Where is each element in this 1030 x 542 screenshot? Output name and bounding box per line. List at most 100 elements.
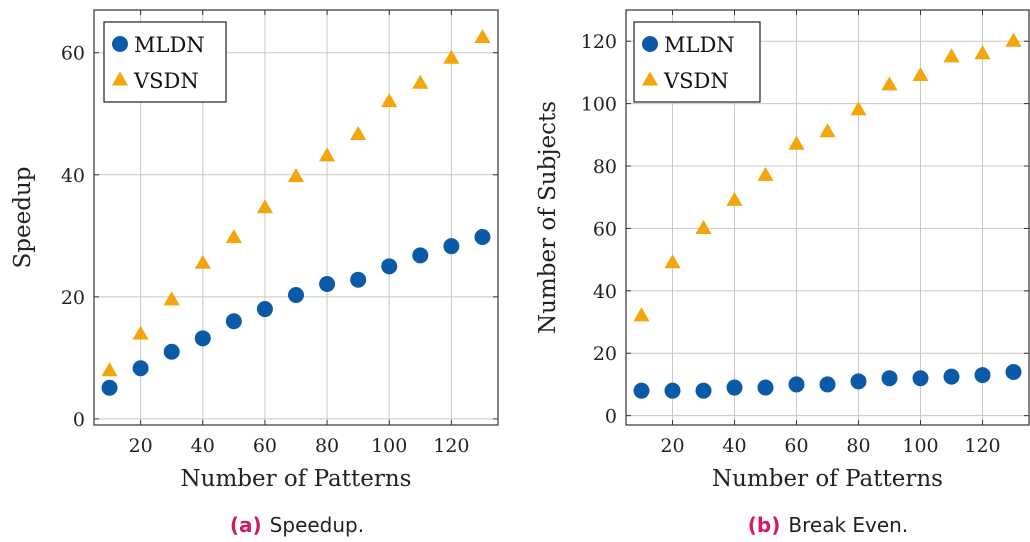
x-axis-title: Number of Patterns — [181, 466, 412, 492]
caption-tag: (b) — [748, 513, 781, 537]
series-mldn — [633, 363, 1022, 399]
data-point-vsdn — [819, 123, 836, 138]
plot-frame — [93, 9, 499, 426]
x-tick-label: 40 — [722, 435, 746, 457]
x-tick-label: 100 — [371, 435, 407, 457]
chart-a-speedup: 20 40 60 80 100 120 0 20 40 60 Number of Patterns S… — [10, 9, 499, 537]
x-tick-label: 80 — [315, 435, 339, 457]
data-point-vsdn — [225, 229, 242, 244]
data-point-vsdn — [350, 126, 367, 141]
data-point-vsdn — [319, 147, 336, 162]
x-tick-label: 120 — [964, 435, 1000, 457]
data-point-vsdn — [881, 76, 898, 91]
data-point-vsdn — [912, 67, 929, 82]
x-tick-label: 80 — [846, 435, 870, 457]
legend-marker-vsdn — [111, 71, 129, 86]
series-vsdn — [101, 28, 491, 377]
x-tick-label: 100 — [902, 435, 938, 457]
x-tick-label: 20 — [129, 435, 153, 457]
data-point-mldn — [695, 382, 712, 399]
data-point-mldn — [319, 276, 336, 293]
data-point-mldn — [350, 271, 367, 288]
data-point-mldn — [912, 370, 929, 387]
legend-marker-vsdn — [641, 71, 659, 86]
data-point-mldn — [664, 382, 681, 399]
y-axis-title: Number of Subjects — [535, 101, 561, 334]
x-tick-label: 60 — [253, 435, 277, 457]
data-point-mldn — [256, 301, 273, 318]
data-point-vsdn — [633, 307, 650, 322]
data-point-vsdn — [412, 74, 429, 89]
data-point-vsdn — [381, 93, 398, 108]
y-tick-label: 40 — [61, 165, 85, 187]
data-point-mldn — [381, 258, 398, 275]
y-tick-label: 60 — [61, 43, 85, 65]
x-tick-label: 40 — [191, 435, 215, 457]
data-point-mldn — [943, 368, 960, 385]
data-point-vsdn — [974, 45, 991, 60]
plot-frame — [625, 9, 1030, 426]
data-point-vsdn — [101, 362, 118, 377]
data-point-mldn — [443, 238, 460, 255]
data-point-mldn — [881, 370, 898, 387]
y-tick-label: 0 — [605, 406, 617, 428]
data-point-mldn — [474, 229, 491, 246]
legend-box — [103, 21, 227, 103]
x-tick-label: 120 — [433, 435, 469, 457]
data-point-mldn — [288, 287, 304, 304]
data-point-vsdn — [664, 254, 681, 269]
series-vsdn — [633, 32, 1022, 322]
data-point-vsdn — [163, 291, 180, 306]
data-point-vsdn — [287, 168, 305, 183]
data-point-mldn — [974, 367, 991, 384]
y-tick-label: 120 — [581, 31, 617, 53]
data-point-mldn — [194, 330, 211, 347]
data-point-vsdn — [132, 325, 149, 340]
legend: MLDN VSDN — [633, 21, 761, 103]
data-point-mldn — [726, 379, 743, 396]
caption-text: Break Even. — [788, 513, 908, 537]
data-point-vsdn — [788, 135, 805, 150]
y-tick-label: 20 — [61, 287, 85, 309]
data-point-vsdn — [943, 48, 960, 63]
legend-label-mldn: MLDN — [664, 33, 735, 57]
y-tick-label: 60 — [593, 218, 617, 240]
data-point-mldn — [633, 382, 650, 399]
data-point-mldn — [1005, 363, 1022, 380]
y-tick-label: 20 — [593, 343, 617, 365]
legend-marker-mldn — [112, 36, 128, 52]
data-point-mldn — [412, 247, 429, 264]
y-tick-label: 0 — [73, 409, 85, 431]
data-point-mldn — [788, 376, 805, 393]
y-tick-label: 40 — [593, 281, 617, 303]
data-point-mldn — [850, 373, 867, 390]
series-mldn — [101, 229, 491, 396]
data-point-mldn — [132, 360, 149, 377]
data-point-vsdn — [256, 199, 273, 214]
legend-label-mldn: MLDN — [134, 33, 205, 57]
data-point-vsdn — [474, 28, 491, 43]
data-point-vsdn — [443, 49, 460, 64]
data-point-mldn — [757, 379, 774, 396]
data-point-vsdn — [757, 166, 774, 181]
data-point-vsdn — [695, 219, 712, 234]
data-point-vsdn — [1005, 32, 1022, 47]
legend-box — [633, 21, 761, 103]
x-tick-label: 20 — [660, 435, 684, 457]
data-point-vsdn — [850, 101, 867, 116]
data-point-mldn — [225, 313, 242, 330]
figure-caption: (b) Break Even. — [748, 513, 908, 537]
caption-tag: (a) — [230, 513, 262, 537]
legend-label-vsdn: VSDN — [663, 69, 729, 93]
x-axis-title: Number of Patterns — [712, 466, 943, 492]
legend: MLDN VSDN — [103, 21, 227, 103]
figure-caption: (a) Speedup. — [230, 513, 364, 537]
legend-marker-mldn — [642, 36, 658, 52]
data-point-vsdn — [194, 254, 211, 269]
y-tick-label: 100 — [581, 94, 617, 116]
caption-text: Speedup. — [270, 513, 364, 537]
chart-b-break-even: 20 40 60 80 100 120 0 20 40 60 80 100 120 Number of P… — [535, 9, 1030, 537]
x-tick-label: 60 — [784, 435, 808, 457]
data-point-mldn — [101, 379, 118, 396]
